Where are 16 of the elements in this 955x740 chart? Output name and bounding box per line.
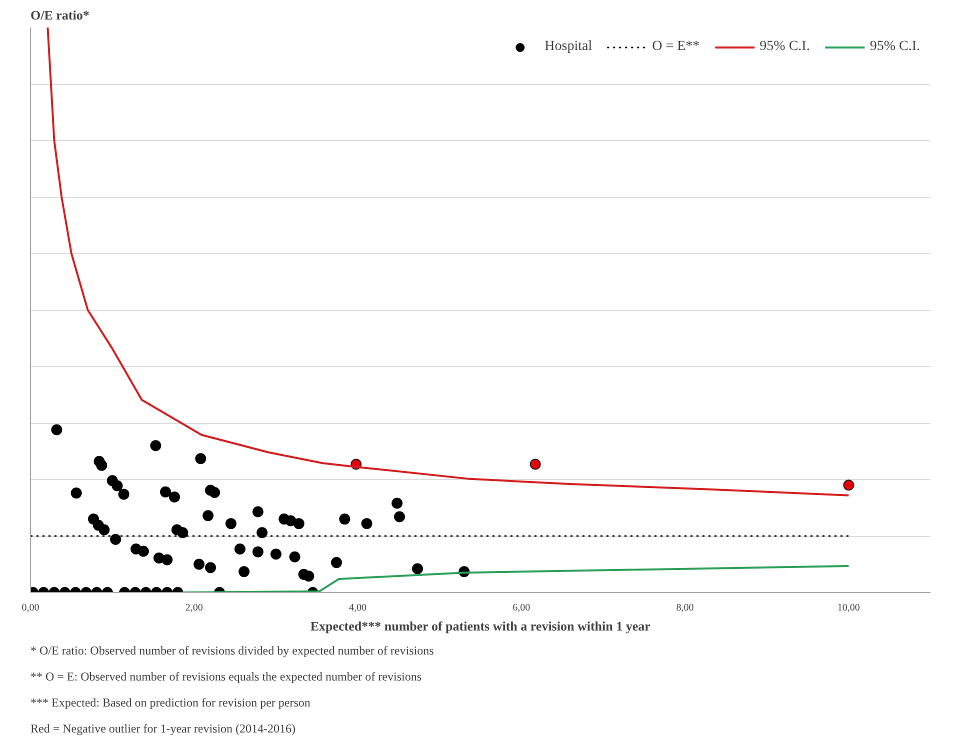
text: ** O = E: Observed number of revisions equals the expected number of revisions xyxy=(30,670,422,684)
legend-label: Hospital xyxy=(544,39,592,55)
text: * O/E ratio: Observed number of revisions divided by expected number of revisions xyxy=(30,644,434,658)
x-tick-label: 0,00 xyxy=(22,602,40,614)
legend-label: O = E** xyxy=(652,39,700,55)
x-axis-title: Expected*** number of patients with a revision within 1 year xyxy=(310,618,651,634)
x-tick-label: 6,00 xyxy=(512,602,530,614)
x-tick-label: 2,00 xyxy=(185,602,203,614)
x-tick-label: 4,00 xyxy=(349,602,367,614)
y-axis-title: O/E ratio* xyxy=(30,8,90,22)
x-tick-label: 8,00 xyxy=(676,602,694,614)
legend-label: 95% C.I. xyxy=(870,39,920,55)
legend-label: 95% C.I. xyxy=(760,39,810,55)
x-tick-label: 10,00 xyxy=(837,602,860,614)
text: *** Expected: Based on prediction for revision per person xyxy=(30,696,310,710)
text: Red = Negative outlier for 1-year revision (2014-2016) xyxy=(30,722,296,736)
